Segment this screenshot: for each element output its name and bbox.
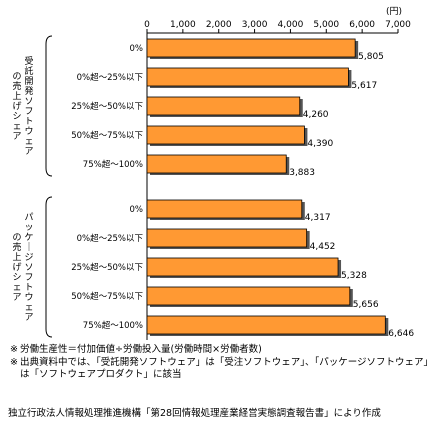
x-tick-label: 7,000 bbox=[385, 20, 411, 30]
bar-value-label: 5,805 bbox=[358, 52, 384, 62]
x-tick-label: 0 bbox=[144, 20, 150, 30]
bar bbox=[146, 96, 301, 116]
bar-value-label: 4,452 bbox=[310, 242, 336, 252]
bar-value-label: 5,328 bbox=[341, 271, 367, 281]
source-note: 独立行政法人情報処理推進機構「第28回情報処理産業経営実態調査報告書」により作成 bbox=[8, 408, 381, 419]
group-bracket bbox=[45, 196, 53, 338]
category-label: 0% bbox=[130, 44, 144, 54]
category-label: 25%超～50%以下 bbox=[71, 262, 143, 273]
unit-label: (円) bbox=[386, 6, 402, 17]
bar-value-label: 5,656 bbox=[353, 300, 379, 310]
bar-chart: 0 1,000 2,000 3,000 4,000 5,000 6,000 7,000 (円) 5… bbox=[12, 6, 414, 340]
bar bbox=[146, 125, 305, 145]
bar bbox=[146, 257, 339, 277]
group-label: 受託開発ソフトウェア bbox=[24, 55, 33, 157]
x-tick-label: 5,000 bbox=[313, 20, 339, 30]
bar bbox=[146, 315, 386, 335]
category-label: 0%超～25%以下 bbox=[77, 233, 144, 244]
note-text: 労働生産性＝付加価値÷労働投入量(労働時間×労働者数) bbox=[20, 344, 262, 355]
note-1: ※ 労働生産性＝付加価値÷労働投入量(労働時間×労働者数) bbox=[0, 344, 429, 357]
bar bbox=[146, 38, 356, 58]
x-tick-label: 3,000 bbox=[242, 20, 268, 30]
category-label: 75%超～100% bbox=[83, 320, 143, 331]
x-tick-label: 4,000 bbox=[278, 20, 304, 30]
category-label: 75%超～100% bbox=[83, 159, 143, 170]
bar bbox=[146, 228, 308, 248]
bar bbox=[146, 286, 351, 306]
group-label: の売上げシェア bbox=[12, 72, 21, 142]
category-label: 25%超～50%以下 bbox=[71, 101, 143, 112]
notes: ※ 労働生産性＝付加価値÷労働投入量(労働時間×労働者数) ※ 出典資料中では、… bbox=[0, 344, 429, 382]
note-mark: ※ bbox=[10, 356, 18, 368]
category-label: 0% bbox=[130, 205, 144, 215]
category-label: 50%超～75%以下 bbox=[71, 291, 143, 302]
bar-value-label: 4,390 bbox=[307, 139, 333, 149]
note-text: 出典資料中では、「受託開発ソフトウェア」は「受注ソフトウェア」、「パッケージソフ… bbox=[20, 356, 429, 381]
x-tick-label: 6,000 bbox=[349, 20, 375, 30]
bar-value-label: 4,317 bbox=[305, 213, 331, 223]
group-bracket bbox=[45, 35, 53, 177]
note-2: ※ 出典資料中では、「受託開発ソフトウェア」は「受注ソフトウェア」、「パッケージ… bbox=[0, 357, 429, 382]
group-label: の売上げシェア bbox=[12, 233, 21, 303]
category-label: 0%超～25%以下 bbox=[77, 72, 144, 83]
bar bbox=[146, 154, 287, 174]
category-label: 50%超～75%以下 bbox=[71, 130, 143, 141]
group-label: パッケ｜ジソフトウェア bbox=[24, 212, 33, 323]
bar-value-label: 6,646 bbox=[388, 329, 414, 339]
bar bbox=[146, 67, 349, 87]
bar-value-label: 3,883 bbox=[289, 168, 315, 178]
bar-value-label: 4,260 bbox=[303, 110, 329, 120]
note-mark: ※ bbox=[10, 344, 18, 355]
bar-value-label: 5,617 bbox=[351, 81, 377, 91]
x-tick-label: 1,000 bbox=[170, 20, 196, 30]
x-tick-label: 2,000 bbox=[206, 20, 232, 30]
bar bbox=[146, 199, 303, 219]
